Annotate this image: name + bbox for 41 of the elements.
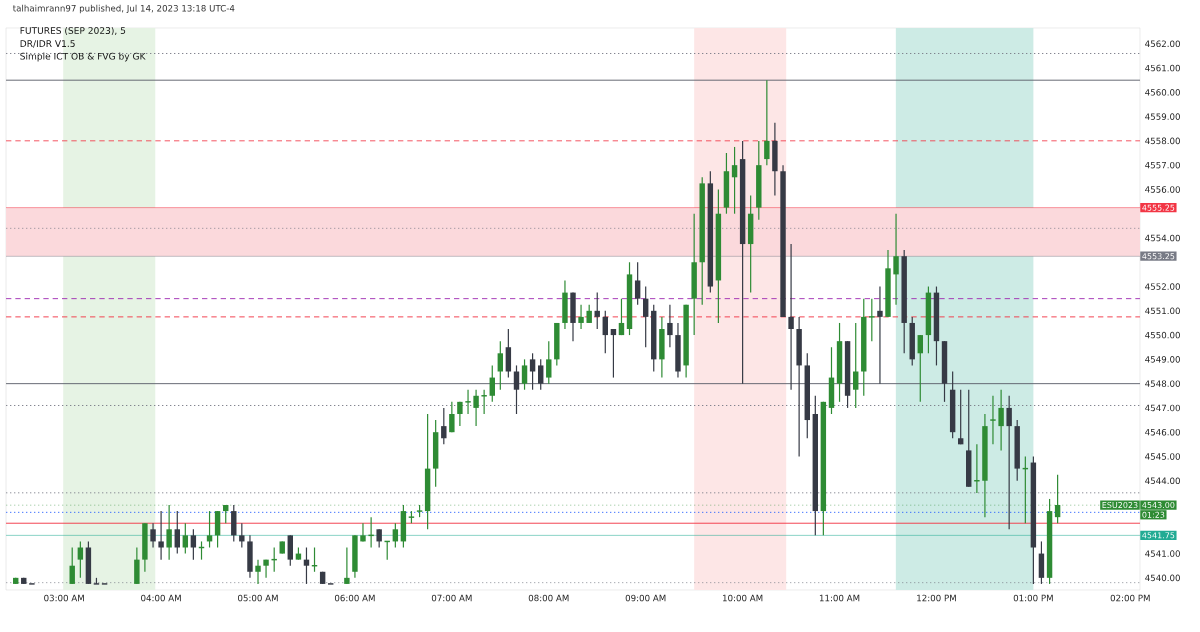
- y-tick-label: 4540.00: [1145, 574, 1180, 582]
- ref-line-label: 4543.00: [1142, 501, 1175, 509]
- x-tick-label: 10:00 AM: [722, 594, 763, 602]
- y-tick-label: 4554.00: [1145, 234, 1180, 242]
- x-tick-label: 12:00 PM: [917, 594, 956, 602]
- chart-title: FUTURES (SEP 2023), 5: [20, 26, 126, 36]
- y-tick-label: 4549.00: [1145, 356, 1180, 363]
- x-tick-label: 02:00 PM: [1110, 594, 1150, 602]
- y-tick-label: 4559.00: [1145, 113, 1180, 120]
- y-tick-label: 4562.00: [1145, 40, 1180, 48]
- x-tick-label: 09:00 AM: [625, 594, 666, 602]
- text: 01:23: [1142, 511, 1165, 518]
- ref-line-label: 4555.25: [1142, 204, 1175, 211]
- y-tick-label: 4547.00: [1145, 404, 1180, 412]
- y-tick-label: 4541.00: [1145, 550, 1180, 557]
- y-tick-label: 4551.00: [1145, 307, 1180, 315]
- y-tick-label: 4546.00: [1145, 428, 1180, 436]
- x-tick-label: 11:00 AM: [819, 594, 860, 602]
- y-tick-label: 4560.00: [1145, 89, 1180, 96]
- y-tick-label: 4550.00: [1145, 331, 1180, 339]
- y-tick-label: 4557.00: [1145, 161, 1180, 169]
- x-tick-label: 07:00 AM: [431, 594, 472, 602]
- annotation: ESU2023: [1102, 501, 1138, 509]
- x-tick-label: 01:00 PM: [1013, 594, 1053, 602]
- annotation: DR/IDR V1.5: [20, 40, 75, 48]
- y-tick-label: 4556.00: [1145, 186, 1180, 193]
- y-tick-label: 4544.00: [1145, 477, 1180, 485]
- ref-line-label: 4541.75: [1142, 532, 1175, 539]
- x-tick-label: 08:00 AM: [528, 594, 569, 602]
- y-tick-label: 4552.00: [1145, 283, 1180, 290]
- y-tick-label: 4561.00: [1145, 64, 1180, 72]
- x-tick-label: 05:00 AM: [238, 594, 278, 602]
- x-tick-label: 06:00 AM: [334, 594, 375, 602]
- ref-line-label: 4553.25: [1142, 253, 1175, 260]
- y-tick-label: 4548.00: [1145, 380, 1180, 387]
- annotation: Simple ICT OB & FVG by GK: [20, 52, 146, 62]
- y-tick-label: 4558.00: [1145, 137, 1180, 145]
- text: talhaimrann97 published, Jul 14, 2023 13:18 UTC-4: [12, 4, 235, 14]
- y-tick-label: 4545.00: [1145, 453, 1180, 460]
- x-tick-label: 04:00 AM: [141, 594, 181, 602]
- x-tick-label: 03:00 AM: [44, 594, 84, 602]
